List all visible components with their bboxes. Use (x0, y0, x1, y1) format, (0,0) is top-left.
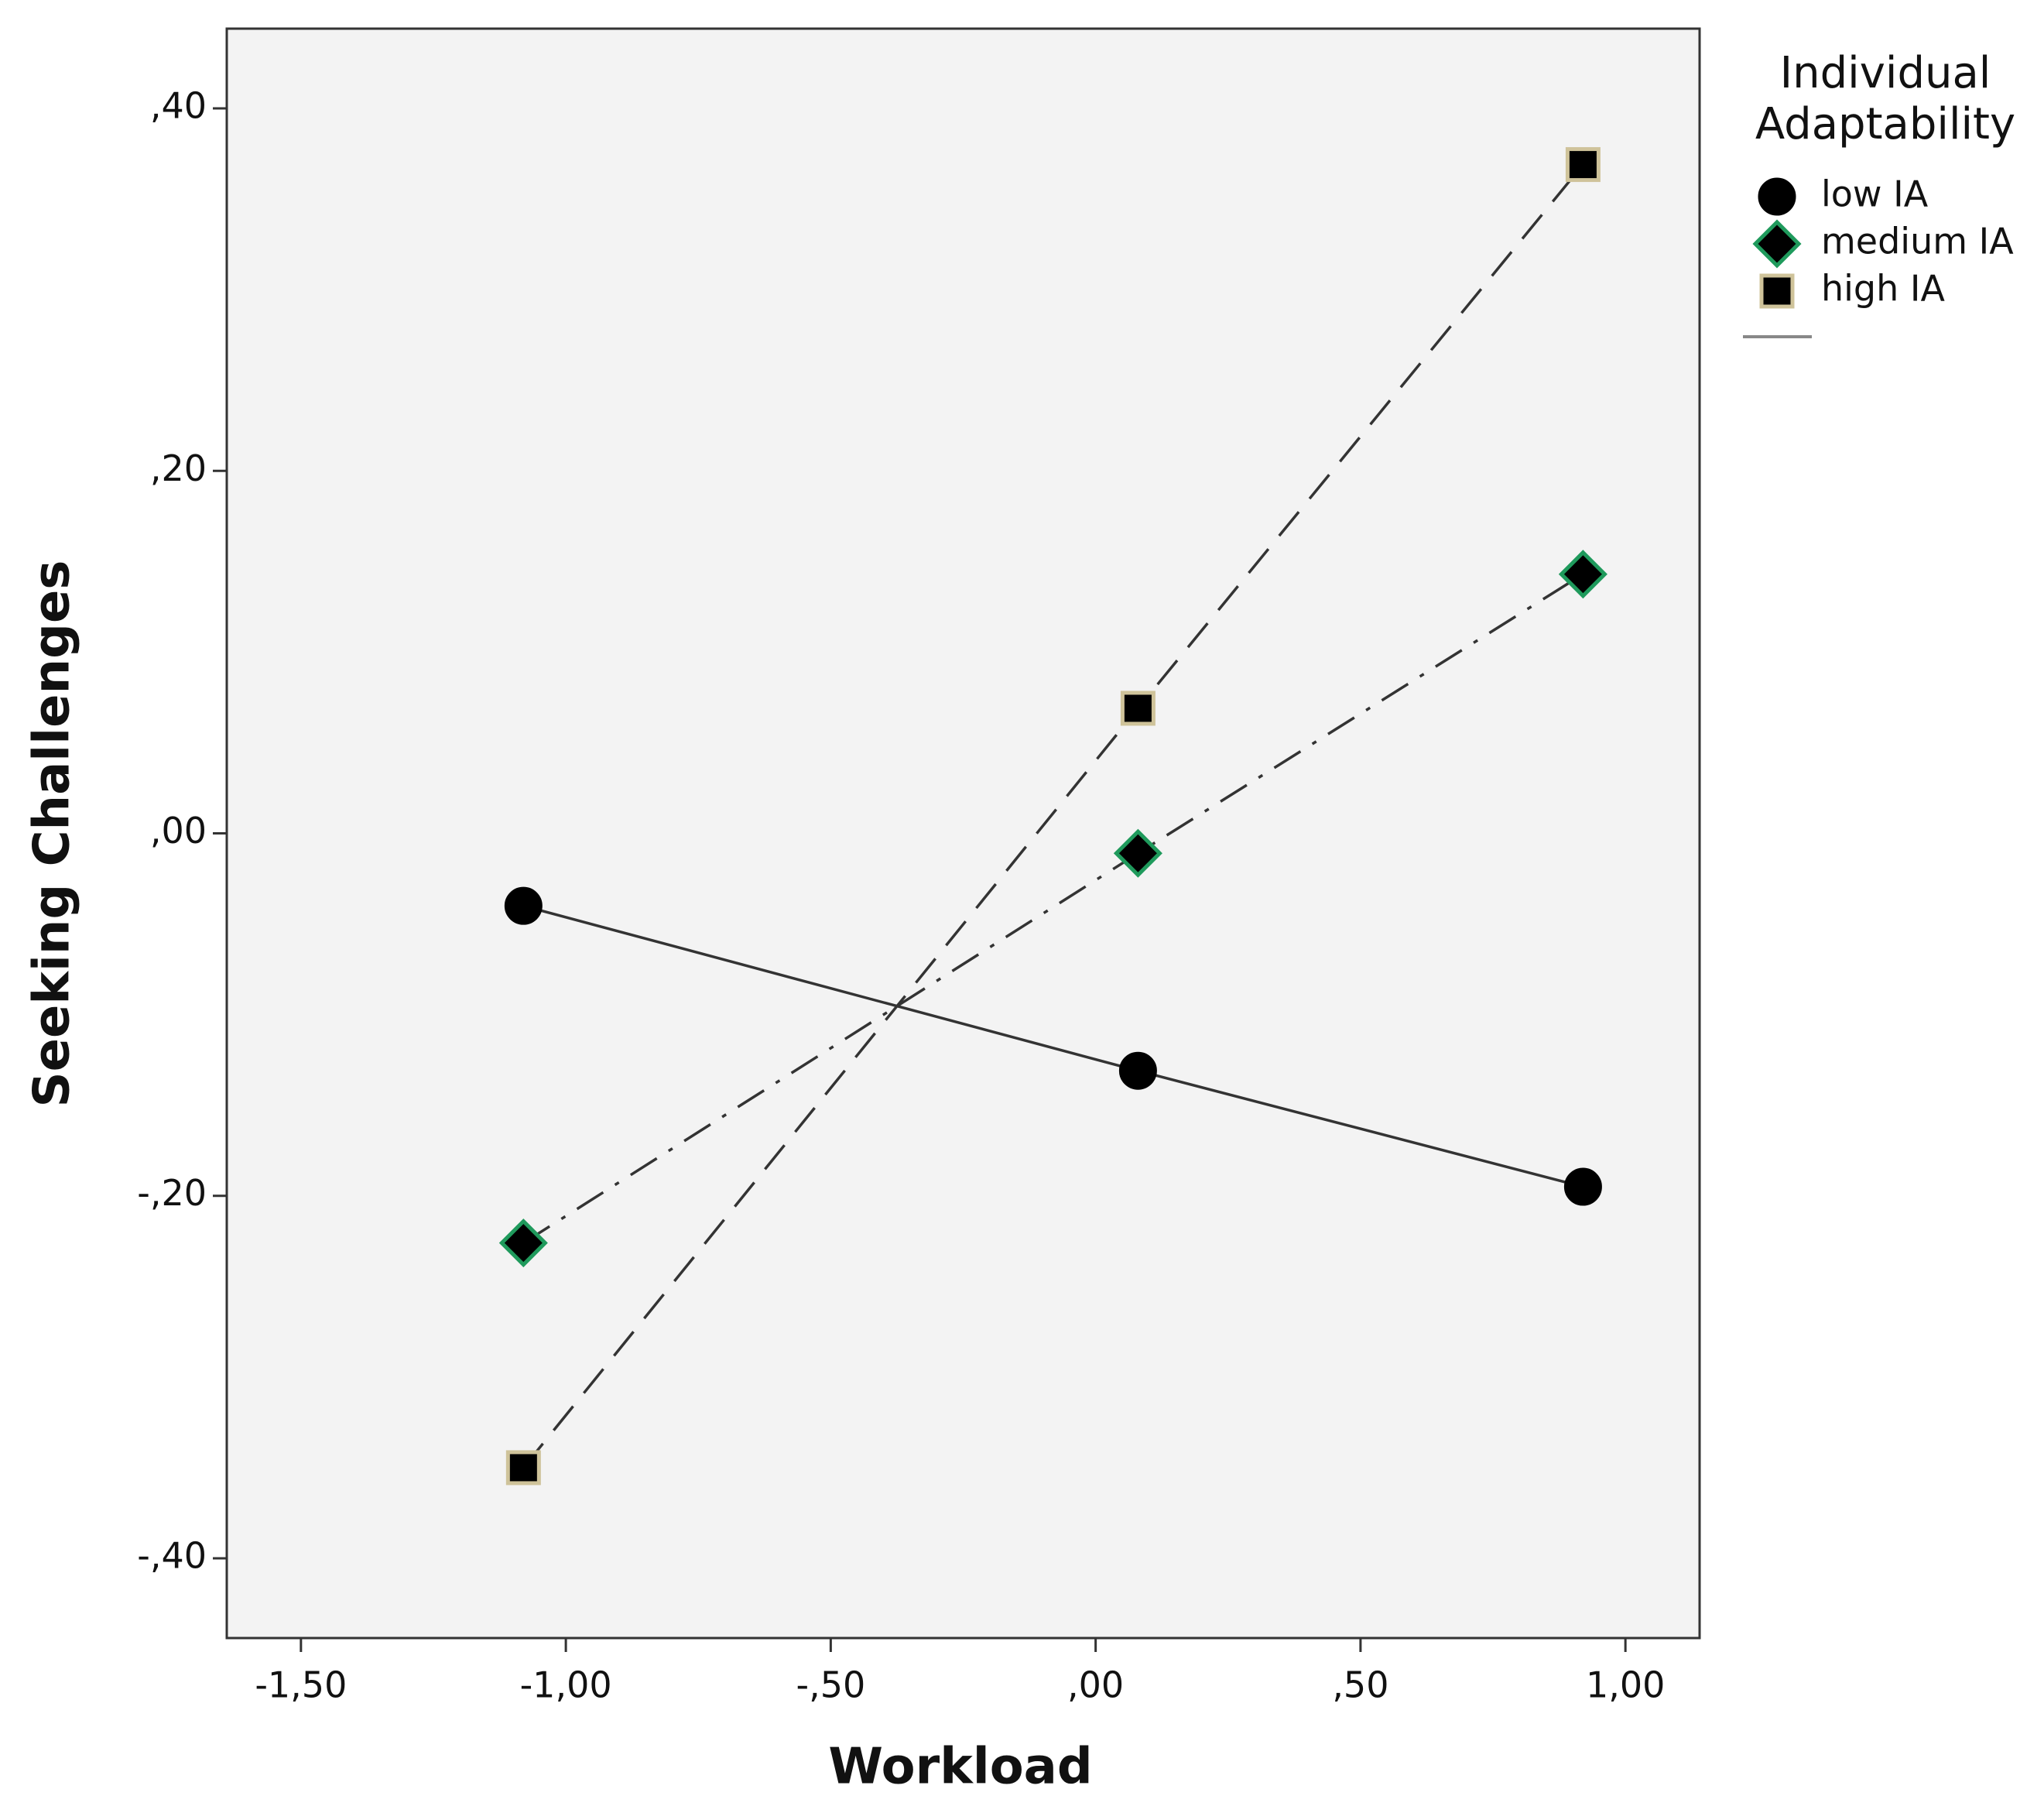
point (1563, 1167, 1602, 1206)
x-tick-label: ,50 (1332, 1664, 1388, 1706)
x-tick-label: -,50 (796, 1664, 865, 1706)
plot-area (225, 27, 1701, 1640)
point (1565, 147, 1601, 183)
legend-marker (1752, 219, 1802, 269)
y-tick-label: ,00 (150, 810, 207, 852)
legend-marker (1759, 273, 1795, 309)
y-axis-title: Seeking Challenges (24, 560, 81, 1108)
x-tick-label: ,00 (1067, 1664, 1124, 1706)
legend-label: high IA (1821, 268, 1945, 310)
point (505, 1450, 541, 1486)
y-tick-label: ,20 (150, 447, 207, 489)
x-tick-label: -1,50 (255, 1664, 347, 1706)
point (1113, 828, 1162, 878)
point (1120, 691, 1156, 726)
point (504, 886, 543, 925)
point (498, 1218, 548, 1268)
point (1118, 1051, 1157, 1090)
legend-label: medium IA (1821, 221, 2014, 262)
x-tick-label: 1,00 (1586, 1664, 1665, 1706)
legend-marker (1758, 177, 1796, 216)
y-tick-label: ,40 (150, 85, 207, 127)
legend-title: Individual Adaptability (1755, 48, 2016, 149)
x-tick-label: -1,00 (520, 1664, 612, 1706)
legend-label: low IA (1821, 173, 1929, 215)
y-tick-label: -,40 (137, 1534, 207, 1576)
y-tick-label: -,20 (137, 1172, 207, 1214)
x-axis-title: Workload (828, 1739, 1092, 1796)
point (1558, 550, 1607, 599)
